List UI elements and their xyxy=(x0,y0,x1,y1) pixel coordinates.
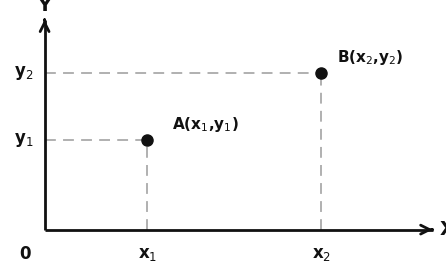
Text: B(x$_2$,y$_2$): B(x$_2$,y$_2$) xyxy=(337,48,403,67)
Text: y$_2$: y$_2$ xyxy=(14,64,33,82)
Text: x$_1$: x$_1$ xyxy=(137,245,157,263)
Text: x$_2$: x$_2$ xyxy=(312,245,330,263)
Text: Y: Y xyxy=(37,0,52,15)
Text: y$_1$: y$_1$ xyxy=(14,131,33,149)
Text: A(x$_1$,y$_1$): A(x$_1$,y$_1$) xyxy=(172,115,239,134)
Text: X: X xyxy=(439,220,446,239)
Text: 0: 0 xyxy=(20,245,31,263)
